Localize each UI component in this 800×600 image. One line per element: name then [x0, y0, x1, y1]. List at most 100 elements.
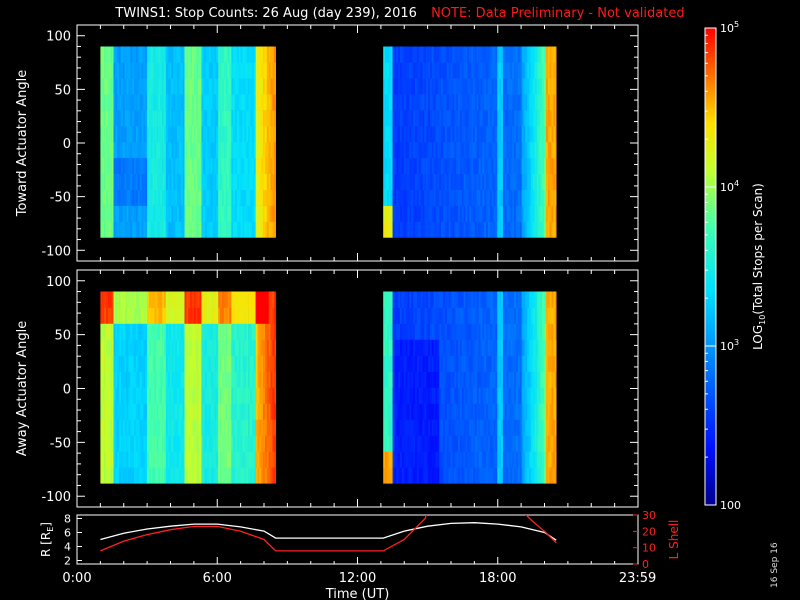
- heatmap-cell: [502, 126, 506, 143]
- heatmap-cell: [428, 126, 431, 143]
- heatmap-cell: [128, 387, 131, 404]
- heatmap-cell: [413, 78, 416, 95]
- heatmap-cell: [188, 110, 191, 127]
- heatmap-cell: [236, 291, 240, 308]
- heatmap-cell: [390, 323, 393, 340]
- heatmap-cell: [229, 355, 232, 372]
- heatmap-cell: [450, 126, 453, 143]
- heatmap-cell: [540, 307, 543, 324]
- heatmap-cell: [160, 371, 163, 388]
- heatmap-cell: [482, 173, 485, 190]
- heatmap-cell: [415, 189, 418, 206]
- heatmap-cell: [525, 451, 528, 468]
- heatmap-cell: [497, 307, 500, 324]
- heatmap-cell: [415, 387, 418, 404]
- heatmap-cell: [270, 307, 273, 324]
- heatmap-cell: [130, 189, 133, 206]
- heatmap-cell: [534, 173, 537, 190]
- heatmap-cell: [484, 339, 487, 356]
- heatmap-cell: [409, 62, 412, 79]
- heatmap-cell: [152, 221, 155, 238]
- heatmap-cell: [465, 307, 468, 324]
- heatmap-cell: [261, 419, 264, 436]
- heatmap-cell: [400, 467, 403, 484]
- heatmap-cell: [392, 205, 395, 222]
- heatmap-cell: [536, 387, 539, 404]
- heatmap-cell: [106, 435, 109, 452]
- heatmap-cell: [516, 221, 519, 238]
- heatmap-cell: [486, 355, 489, 372]
- heatmap-cell: [553, 291, 556, 308]
- heatmap-cell: [456, 126, 459, 143]
- heatmap-cell: [476, 435, 479, 452]
- heatmap-cell: [221, 205, 225, 222]
- heatmap-cell: [240, 339, 243, 356]
- heatmap-cell: [244, 307, 247, 324]
- heatmap-cell: [407, 435, 410, 452]
- heatmap-cell: [139, 403, 142, 420]
- heatmap-cell: [390, 221, 393, 238]
- heatmap-cell: [523, 419, 526, 436]
- heatmap-cell: [409, 371, 412, 388]
- heatmap-cell: [264, 62, 268, 79]
- heatmap-cell: [523, 355, 526, 372]
- heatmap-cell: [390, 419, 393, 436]
- heatmap-cell: [426, 291, 429, 308]
- heatmap-cell: [487, 94, 491, 111]
- heatmap-cell: [469, 173, 472, 190]
- heatmap-cell: [553, 467, 556, 484]
- heatmap-cell: [478, 387, 481, 404]
- heatmap-cell: [223, 339, 226, 356]
- heatmap-cell: [113, 173, 116, 190]
- heatmap-cell: [396, 126, 399, 143]
- heatmap-cell: [175, 173, 178, 190]
- heatmap-cell: [437, 291, 440, 308]
- heatmap-cell: [115, 189, 118, 206]
- heatmap-cell: [193, 78, 197, 95]
- heatmap-cell: [180, 94, 183, 111]
- heatmap-cell: [553, 221, 556, 238]
- heatmap-cell: [486, 46, 489, 63]
- heatmap-cell: [486, 403, 489, 420]
- heatmap-cell: [435, 78, 438, 95]
- heatmap-cell: [173, 291, 176, 308]
- heatmap-cell: [456, 78, 459, 95]
- heatmap-cell: [175, 451, 178, 468]
- heatmap-cell: [150, 46, 154, 63]
- heatmap-cell: [467, 371, 470, 388]
- heatmap-cell: [135, 435, 139, 452]
- heatmap-cell: [257, 221, 260, 238]
- heatmap-cell: [184, 189, 187, 206]
- heatmap-cell: [403, 205, 406, 222]
- heatmap-cell: [117, 451, 120, 468]
- heatmap-cell: [405, 339, 408, 356]
- heatmap-cell: [527, 78, 530, 95]
- heatmap-cell: [182, 205, 185, 222]
- heatmap-cell: [107, 173, 111, 190]
- heatmap-cell: [205, 355, 208, 372]
- heatmap-cell: [452, 94, 455, 111]
- heatmap-cell: [184, 62, 187, 79]
- heatmap-cell: [255, 205, 258, 222]
- heatmap-cell: [529, 126, 532, 143]
- heatmap-cell: [469, 141, 472, 159]
- heatmap-cell: [111, 141, 114, 159]
- heatmap-cell: [415, 205, 418, 222]
- heatmap-cell: [506, 307, 509, 324]
- heatmap-cell: [443, 355, 446, 372]
- heatmap-cell: [270, 46, 273, 63]
- heatmap-cell: [225, 157, 228, 174]
- heatmap-cell: [255, 141, 258, 159]
- heatmap-cell: [514, 323, 517, 340]
- heatmap-cell: [454, 435, 457, 452]
- heatmap-cell: [270, 355, 273, 372]
- heatmap-cell: [426, 403, 429, 420]
- heatmap-cell: [540, 339, 543, 356]
- heatmap-cell: [519, 78, 522, 95]
- heatmap-cell: [122, 173, 125, 190]
- heatmap-cell: [401, 323, 405, 340]
- heatmap-cell: [221, 435, 225, 452]
- heatmap-cell: [409, 173, 412, 190]
- heatmap-cell: [385, 467, 388, 484]
- heatmap-cell: [388, 94, 391, 111]
